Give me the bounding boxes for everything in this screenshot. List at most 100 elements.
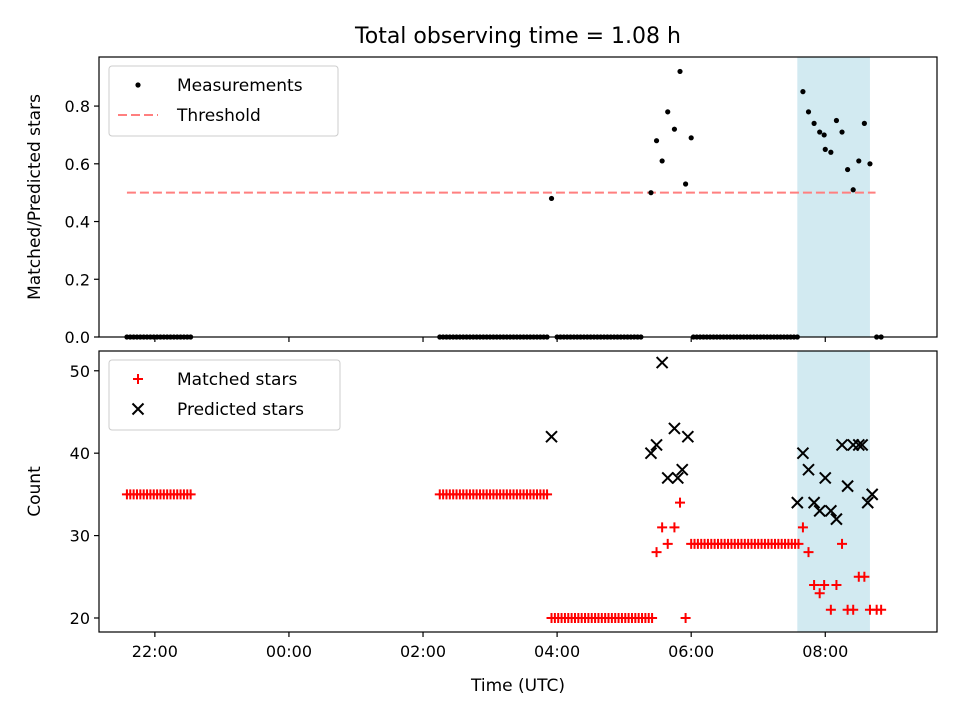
y-axis-label: Matched/Predicted stars [25, 94, 45, 300]
data-point [841, 479, 854, 493]
data-point [675, 497, 686, 508]
data-point [791, 496, 804, 509]
chart-panel-2: 22:00 00:00 02:00 04:00 06:00 08:00 20 30 40 50 Co… [25, 350, 938, 696]
data-point [548, 195, 555, 202]
data-point [651, 547, 662, 558]
data-point [825, 604, 836, 615]
data-point [648, 190, 654, 196]
data-point [855, 438, 869, 452]
data-point [676, 463, 689, 476]
data-point [683, 181, 689, 187]
data-point [671, 126, 678, 132]
y-tick-label: 0.2 [65, 270, 90, 289]
data-point [861, 120, 867, 126]
x-tick-label: 08:00 [802, 642, 848, 661]
data-point [821, 132, 827, 138]
legend-box [108, 65, 339, 137]
data-point [861, 496, 874, 509]
chart-title: Total observing time = 1.08 h [354, 24, 681, 49]
data-point [852, 438, 865, 452]
legend: Measurements Threshold [108, 65, 339, 137]
data-point [807, 496, 821, 509]
x-tick-label: 00:00 [266, 642, 312, 661]
data-point [659, 158, 665, 164]
data-point [665, 109, 671, 115]
data-point [677, 68, 683, 75]
data-point [680, 612, 691, 623]
data-point [657, 522, 668, 533]
data-point [831, 580, 842, 591]
y-tick-label: 0.8 [65, 97, 90, 116]
series-predicted-stars [545, 356, 879, 526]
data-point [819, 580, 830, 591]
data-point [802, 463, 815, 476]
data-point [850, 187, 856, 193]
data-point [661, 471, 674, 485]
data-point [671, 471, 684, 485]
legend-entry: Matched stars [177, 370, 297, 390]
data-point [865, 488, 879, 501]
data-point [650, 438, 663, 452]
data-point [846, 438, 860, 452]
data-point [688, 135, 694, 141]
data-point [813, 504, 826, 518]
data-point [669, 522, 680, 533]
data-point [668, 422, 681, 435]
legend-entry: Measurements [177, 76, 303, 96]
data-point [867, 161, 873, 167]
data-point [647, 612, 658, 623]
x-tick-label: 02:00 [400, 642, 446, 661]
data-point [811, 120, 817, 126]
y-tick-label: 20 [70, 609, 90, 628]
y-tick-label: 30 [70, 527, 90, 546]
y-axis-label: Count [25, 466, 45, 517]
legend-box [108, 359, 341, 431]
data-point [644, 446, 658, 460]
legend: Matched stars Predicted stars [108, 359, 341, 431]
data-point [681, 430, 695, 443]
data-point [185, 489, 196, 500]
y-tick-label: 0.0 [65, 328, 90, 347]
data-point [839, 129, 845, 135]
x-axis-label: Time (UTC) [470, 676, 565, 696]
shaded-interval [797, 57, 870, 337]
data-point [817, 129, 823, 135]
data-point [835, 438, 849, 452]
data-point [859, 571, 870, 582]
data-point [822, 146, 828, 152]
axes-frame [98, 350, 938, 633]
series-matched-stars [121, 489, 887, 623]
data-point [876, 604, 887, 615]
axes-frame [98, 56, 938, 338]
y-tick-label: 0.6 [65, 155, 90, 174]
data-point [824, 504, 838, 518]
data-point [655, 356, 669, 369]
y-tick-label: 0.4 [65, 213, 90, 232]
x-tick-label: 06:00 [668, 642, 714, 661]
series-measurements [124, 68, 884, 340]
data-point [837, 538, 848, 549]
chart-panel-1: 0.0 0.2 0.4 0.6 0.8 Matched/Predicted stars Me… [25, 56, 938, 347]
data-point [814, 588, 825, 599]
legend-entry: Predicted stars [177, 400, 304, 420]
data-point [809, 580, 820, 591]
data-point [800, 89, 806, 95]
y-tick-label: 40 [70, 444, 90, 463]
data-point [848, 604, 859, 615]
data-point [662, 538, 673, 549]
x-tick-label: 04:00 [534, 642, 580, 661]
data-point [830, 512, 843, 526]
data-point [833, 117, 840, 124]
x-tick-label: 22:00 [132, 642, 178, 661]
legend-marker [133, 374, 143, 384]
data-point [856, 158, 862, 164]
data-point [828, 149, 834, 155]
data-point [819, 471, 832, 485]
data-point [845, 166, 851, 173]
legend-marker [135, 82, 141, 88]
data-point [805, 109, 812, 115]
data-point [653, 138, 660, 144]
legend-entry: Threshold [176, 106, 261, 126]
y-tick-label: 50 [70, 362, 90, 381]
